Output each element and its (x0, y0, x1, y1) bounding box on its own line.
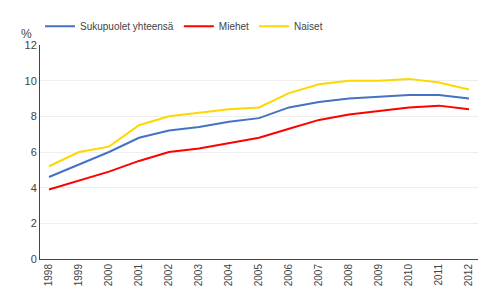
svg-text:Sukupuolet yhteensä: Sukupuolet yhteensä (80, 21, 174, 32)
svg-text:2004: 2004 (223, 264, 234, 287)
svg-text:1998: 1998 (43, 264, 54, 287)
svg-text:6: 6 (31, 146, 37, 158)
svg-text:8: 8 (31, 110, 37, 122)
svg-text:2002: 2002 (163, 264, 174, 287)
svg-text:4: 4 (31, 182, 37, 194)
svg-text:1999: 1999 (73, 264, 84, 287)
svg-text:2001: 2001 (133, 264, 144, 287)
svg-text:2006: 2006 (283, 264, 294, 287)
svg-text:0: 0 (31, 253, 37, 265)
svg-text:%: % (21, 27, 32, 41)
svg-text:Miehet: Miehet (219, 21, 249, 32)
svg-text:2010: 2010 (403, 264, 414, 287)
svg-text:2009: 2009 (373, 264, 384, 287)
svg-text:Naiset: Naiset (294, 21, 323, 32)
svg-text:2008: 2008 (343, 264, 354, 287)
svg-text:2011: 2011 (433, 264, 444, 286)
svg-text:2: 2 (31, 217, 37, 229)
svg-text:12: 12 (25, 39, 37, 51)
svg-text:10: 10 (25, 75, 37, 87)
svg-text:2007: 2007 (313, 264, 324, 287)
svg-text:2005: 2005 (253, 264, 264, 287)
svg-text:2003: 2003 (193, 264, 204, 287)
svg-text:2000: 2000 (103, 264, 114, 287)
svg-text:2012: 2012 (463, 264, 474, 287)
